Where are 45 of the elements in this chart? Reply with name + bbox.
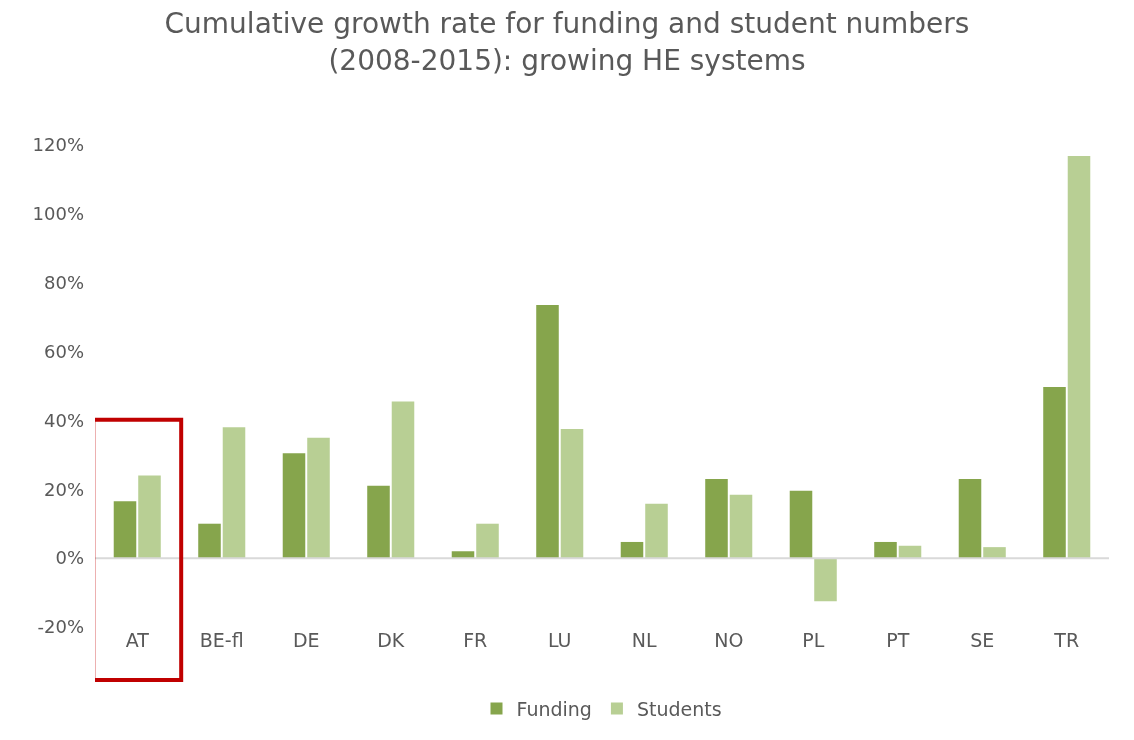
y-tick-label: -20%: [37, 616, 84, 638]
bar: [729, 494, 753, 559]
x-tick-label: BE-fl: [199, 629, 244, 651]
bar: [814, 558, 837, 602]
x-tick-label: PT: [886, 629, 910, 651]
x-tick-label: DE: [292, 629, 320, 651]
x-tick-label: NL: [631, 629, 658, 651]
legend-label: Funding: [516, 697, 592, 720]
bar: [282, 453, 306, 559]
y-tick-label: 40%: [43, 409, 84, 431]
x-tick-label: SE: [970, 629, 995, 651]
bar: [560, 429, 584, 559]
x-tick-label: AT: [125, 629, 150, 651]
bar: [1043, 387, 1066, 559]
y-tick-label: 20%: [43, 478, 84, 500]
bar: [874, 541, 897, 559]
bar: [536, 305, 559, 559]
bar: [307, 437, 330, 559]
x-tick-label: PL: [802, 629, 825, 651]
bar: [222, 427, 246, 559]
x-tick-label: NO: [714, 629, 744, 651]
bar: [645, 503, 668, 559]
y-tick-label: 100%: [32, 203, 84, 225]
legend-label: Students: [636, 697, 722, 720]
x-tick-label: TR: [1053, 629, 1080, 651]
bar: [476, 523, 499, 559]
bar: [198, 523, 221, 559]
bar: [789, 490, 813, 559]
x-tick-label: DK: [377, 629, 405, 651]
bar: [620, 541, 644, 559]
bar: [391, 401, 415, 559]
y-tick-label: 60%: [43, 340, 84, 362]
bar: [958, 478, 982, 559]
x-tick-label: LU: [547, 629, 572, 651]
bar: [113, 501, 137, 559]
bar: [983, 547, 1006, 559]
bar: [138, 475, 161, 559]
y-tick-label: 0%: [55, 547, 84, 569]
chart-title: Cumulative growth rate for funding and student numbers (2008-2015): growing HE systems: [164, 7, 970, 77]
bar: [705, 478, 728, 559]
bar: [1067, 156, 1091, 559]
y-tick-label: 80%: [43, 272, 84, 294]
bar: [367, 485, 390, 559]
y-tick-label: 120%: [32, 134, 84, 156]
x-tick-label: FR: [463, 629, 488, 651]
